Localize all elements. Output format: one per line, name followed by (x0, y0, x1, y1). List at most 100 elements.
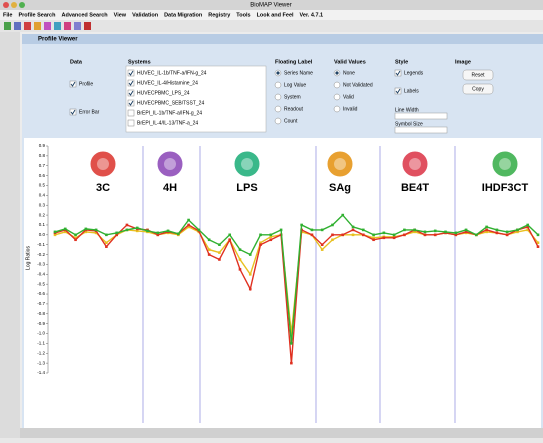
toolbar-icon[interactable] (4, 22, 11, 30)
option-label: HUVECPBMC_SEB/TSST_24 (137, 100, 204, 106)
data-point (537, 245, 540, 248)
menu-item[interactable]: Registry (208, 12, 231, 18)
data-point (270, 238, 273, 241)
data-point (506, 234, 509, 237)
data-point (126, 229, 129, 232)
menu-item[interactable]: Look and Feel (257, 12, 294, 18)
data-point (208, 248, 211, 251)
menu-item[interactable]: Validation (132, 12, 159, 18)
data-point (403, 229, 406, 232)
toolbar-icon[interactable] (14, 22, 21, 30)
data-point (74, 234, 77, 237)
system-label: LPS (236, 182, 257, 194)
menu-item[interactable]: Advanced Search (61, 12, 108, 18)
data-point (85, 228, 88, 231)
toolbar-icons (4, 22, 91, 30)
data-point (290, 362, 293, 365)
field-label: Symbol Size (395, 121, 423, 127)
y-tick-label: 0.7 (39, 163, 46, 168)
toolbar-icon[interactable] (84, 22, 91, 30)
data-point (208, 253, 211, 256)
y-tick-label: -0.5 (37, 281, 45, 286)
data-point (239, 268, 242, 271)
system-icon-inner (409, 158, 421, 170)
menu-item[interactable]: Data Migration (164, 12, 203, 18)
data-point (331, 234, 334, 237)
checkbox[interactable] (128, 110, 134, 116)
toolbar-icon[interactable] (24, 22, 31, 30)
data-point (64, 228, 67, 231)
menu-item[interactable]: File (3, 12, 12, 18)
data-point (136, 227, 139, 230)
close-button[interactable] (3, 2, 9, 8)
data-point (105, 245, 108, 248)
option-label: BrEPI_IL-1b/TNF-a/IFN-g_24 (137, 110, 202, 116)
data-point (434, 234, 437, 237)
radio[interactable] (275, 94, 281, 100)
radio[interactable] (275, 118, 281, 124)
radio-dot (276, 71, 279, 74)
y-tick-label: -0.2 (37, 252, 45, 257)
data-point (228, 238, 231, 241)
minimize-button[interactable] (11, 2, 17, 8)
toolbar-icon[interactable] (74, 22, 81, 30)
data-point (331, 224, 334, 227)
data-point (95, 229, 98, 232)
system-label: IHDF3CT (482, 182, 529, 194)
data-point (156, 232, 159, 235)
data-point (485, 226, 488, 229)
data-point (424, 234, 427, 237)
y-tick-label: -0.1 (37, 242, 45, 247)
data-point (126, 224, 129, 227)
y-tick-label: 0.3 (39, 202, 46, 207)
y-tick-label: -0.4 (37, 271, 45, 276)
menu-item[interactable]: Profile Search (18, 12, 56, 18)
text-field[interactable] (395, 127, 447, 133)
option-label: HUVEC_IL-4/Histamine_24 (137, 80, 198, 86)
toolbar-icon[interactable] (64, 22, 71, 30)
toolbar-icon[interactable] (34, 22, 41, 30)
data-point (475, 234, 478, 237)
option-label: Not Validated (343, 82, 373, 88)
radio[interactable] (334, 106, 340, 112)
option-label: BrEPI_IL-4/IL-13/TNF-a_24 (137, 120, 198, 126)
data-point (372, 238, 375, 241)
zoom-button[interactable] (19, 2, 25, 8)
option-label: Readout (284, 106, 304, 112)
scroll-bar[interactable] (20, 428, 543, 438)
button-label: Copy (472, 86, 484, 92)
group-title: Style (395, 59, 408, 65)
menu-item[interactable]: Tools (236, 12, 250, 18)
toolbar-icon[interactable] (44, 22, 51, 30)
option-label: None (343, 70, 355, 76)
data-point (259, 234, 262, 237)
y-tick-label: 0.2 (39, 212, 46, 217)
data-point (311, 234, 314, 237)
data-point (444, 231, 447, 234)
data-point (321, 248, 324, 251)
toolbar-icon[interactable] (54, 22, 61, 30)
y-tick-label: -1.2 (37, 350, 45, 355)
window-title: BioMAP Viewer (250, 3, 291, 9)
text-field[interactable] (395, 113, 447, 119)
data-point (290, 342, 293, 345)
y-tick-label: -0.9 (37, 321, 45, 326)
app-window: BioMAP Viewer Profile Viewer Log Ratios … (0, 0, 543, 438)
radio[interactable] (334, 94, 340, 100)
radio[interactable] (275, 106, 281, 112)
menu-item[interactable]: View (114, 12, 127, 18)
option-label: System (284, 94, 301, 100)
data-point (259, 243, 262, 246)
checkbox[interactable] (128, 120, 134, 126)
radio[interactable] (334, 82, 340, 88)
data-point (270, 234, 273, 237)
menu-item[interactable]: Ver. 4.7.1 (300, 12, 324, 18)
field-label: Line Width (395, 107, 419, 113)
data-point (218, 258, 221, 261)
option-label: Count (284, 118, 298, 124)
data-point (198, 229, 201, 232)
data-point (105, 241, 108, 244)
data-point (383, 232, 386, 235)
data-point (465, 229, 468, 232)
radio[interactable] (275, 82, 281, 88)
